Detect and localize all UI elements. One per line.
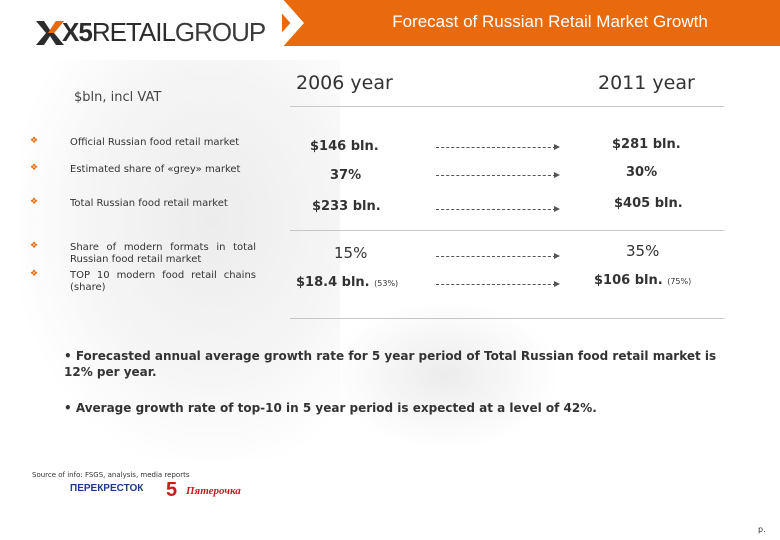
bullet-icon	[30, 269, 38, 280]
x5-logo-icon	[36, 21, 64, 45]
arrow-right-icon	[436, 253, 560, 259]
divider	[290, 318, 724, 319]
background-photo	[20, 60, 340, 460]
source-note: Source of info: FSGS, analysis, media re…	[32, 471, 190, 479]
arrow-right-icon	[436, 281, 560, 287]
row-label: TOP 10 modern food retail chains (share)	[70, 270, 256, 293]
arrow-right-icon	[436, 144, 560, 150]
perekrestok-logo: ПЕРЕКРЕСТОК	[70, 483, 144, 494]
bullet-icon	[30, 163, 38, 174]
value-2006: $233 bln.	[312, 199, 381, 214]
growth-note: • Average growth rate of top-10 in 5 yea…	[64, 401, 597, 415]
value-2011: $405 bln.	[614, 196, 683, 211]
value-2011: $281 bln.	[612, 137, 681, 152]
column-heading-2006: 2006 year	[296, 72, 393, 94]
pyaterochka-logo-mark: 5	[166, 479, 178, 501]
value-2006: 15%	[334, 244, 368, 262]
divider	[290, 106, 724, 107]
unit-label: $bln, incl VAT	[74, 90, 162, 105]
company-logo-text: X5RETAILGROUP	[62, 17, 266, 47]
bullet-icon	[30, 197, 38, 208]
row-label: Share of modern formats in total Russian…	[70, 242, 256, 265]
background-photo-secondary	[330, 300, 560, 450]
page-number: p.	[758, 525, 766, 534]
divider	[290, 230, 724, 231]
arrow-right-icon	[436, 172, 560, 178]
arrow-right-icon	[436, 206, 560, 212]
bullet-icon	[30, 241, 38, 252]
value-2011: $106 bln. (75%)	[594, 273, 692, 288]
value-2006: $146 bln.	[310, 139, 379, 154]
value-2011: 30%	[626, 165, 658, 180]
forecast-note: • Forecasted annual average growth rate …	[64, 349, 717, 379]
pyaterochka-logo-text: Пятерочка	[186, 485, 241, 497]
row-label: Estimated share of «grey» market	[70, 164, 241, 175]
value-2006: $18.4 bln. (53%)	[296, 275, 399, 290]
row-label: Total Russian food retail market	[70, 198, 228, 209]
bullet-icon	[30, 136, 38, 147]
value-2006: 37%	[330, 168, 362, 183]
header-bar	[282, 0, 780, 46]
page-title: Forecast of Russian Retail Market Growth	[392, 12, 708, 31]
column-heading-2011: 2011 year	[598, 72, 695, 94]
value-2011: 35%	[626, 242, 660, 260]
row-label: Official Russian food retail market	[70, 137, 240, 148]
